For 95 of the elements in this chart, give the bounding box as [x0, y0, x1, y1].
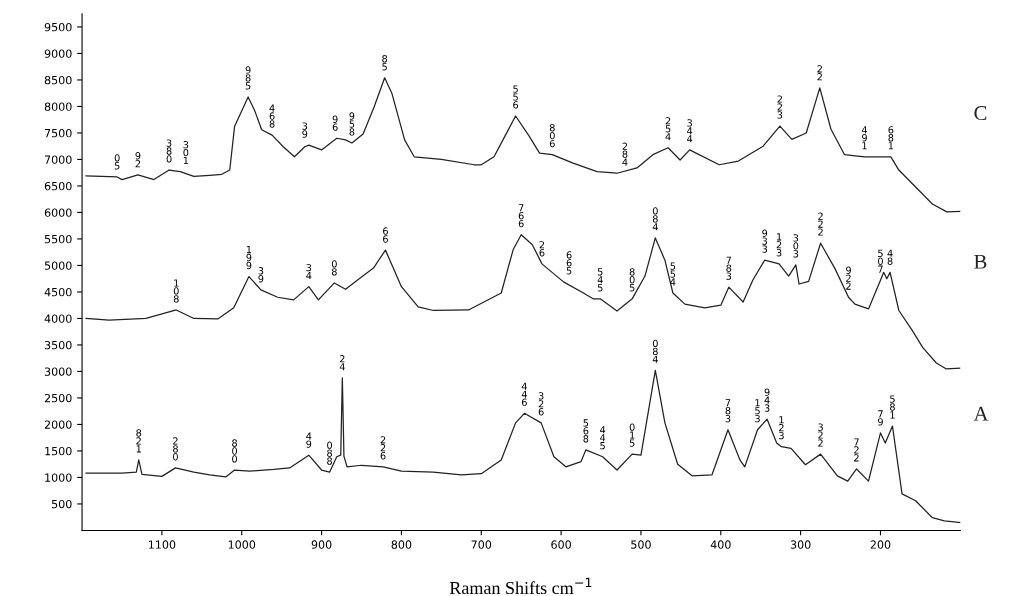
annotation: 4 8 — [887, 249, 893, 265]
annotation: 0 8 — [331, 260, 337, 276]
y-tick-label: 8500 — [44, 75, 72, 85]
y-tick-label: 5500 — [44, 234, 72, 244]
annotation: 2 5 4 — [665, 117, 671, 141]
annotation: 2 2 — [817, 65, 822, 81]
annotation: 8 0 5 — [629, 268, 635, 292]
text: C — [974, 106, 987, 121]
y-tick-label: 8000 — [44, 102, 72, 111]
annotation: 6 8 1 — [888, 126, 894, 150]
annotation: 3 0 3 — [793, 234, 799, 258]
x-tick-label: 1000 — [228, 540, 256, 549]
annotation: 1 0 8 — [173, 279, 179, 303]
annotation: 8 0 0 — [232, 439, 237, 463]
annotation: 0 8 4 — [652, 339, 658, 363]
annotation: 6 6 — [383, 227, 388, 243]
x-tick-label: 700 — [471, 540, 492, 549]
y-tick-label: 2500 — [44, 393, 72, 403]
annotation: 5 4 5 — [597, 268, 603, 292]
y-tick-label: 1000 — [45, 473, 72, 482]
annotation: 3 4 4 — [687, 119, 693, 143]
x-tick-label: 300 — [790, 540, 811, 549]
annotation: 9 6 — [332, 115, 338, 131]
annotation: 9 5 8 — [349, 112, 355, 136]
annotation: 5 5 4 — [670, 262, 676, 286]
annotation: 3 9 — [258, 267, 264, 283]
annotation: 2 2 3 — [777, 95, 783, 119]
annotation: 0 1 5 — [629, 423, 635, 447]
y-tick-label: 9500 — [44, 22, 72, 32]
annotation: 1 2 3 — [779, 416, 784, 440]
annotation: 7 8 3 — [726, 256, 732, 280]
annotation: 0 5 — [114, 154, 120, 170]
annotation: 7 2 2 — [854, 438, 859, 462]
text: A — [973, 406, 989, 421]
y-tick-label: 2000 — [44, 420, 72, 429]
x-tick-label: 200 — [870, 540, 891, 549]
annotation: 3 0 1 — [183, 140, 189, 165]
annotation: 4 9 1 — [861, 126, 868, 150]
annotation: 2 8 0 — [173, 437, 178, 461]
y-tick-label: 4500 — [44, 287, 72, 297]
annotation: 4 6 8 — [269, 104, 275, 128]
x-tick-label: 400 — [710, 540, 731, 549]
y-tick-label: 3500 — [44, 340, 72, 350]
annotation: 7 8 3 — [725, 399, 731, 423]
annotation: 7 6 6 — [518, 204, 524, 228]
annotation: 3 2 2 — [818, 423, 823, 447]
annotation: 6 6 5 — [566, 251, 572, 275]
annotation: 4 9 — [306, 432, 312, 448]
annotation: 0 8 8 — [327, 441, 333, 465]
annotation: 2 2 2 — [818, 212, 823, 236]
x-tick-label: 800 — [391, 540, 412, 549]
annotation: 0 8 4 — [652, 207, 658, 231]
y-tick-label: 7500 — [44, 128, 72, 138]
annotation: 3 2 6 — [538, 392, 544, 416]
annotation: 5 6 8 — [583, 419, 589, 443]
annotation: 9 8 5 — [245, 66, 251, 90]
y-tick-label: 7000 — [44, 155, 72, 164]
line-series — [85, 369, 961, 524]
annotation: 9 2 2 — [846, 266, 851, 290]
annotation: 9 3 3 — [762, 229, 768, 253]
annotation: 1 9 9 — [246, 246, 252, 270]
annotation: 5 5 6 — [513, 85, 519, 109]
annotation: 3 9 — [302, 122, 308, 138]
annotation: 3 4 — [306, 263, 312, 280]
annotation: 2 6 — [539, 241, 545, 257]
annotation: 5 8 1 — [890, 395, 895, 419]
y-tick-label: 6500 — [44, 181, 72, 191]
annotation: 5 0 7 — [878, 249, 883, 273]
x-tick-label: 900 — [311, 540, 332, 549]
annotation: 2 4 — [339, 355, 345, 371]
annotation: 9 4 3 — [764, 388, 770, 412]
y-tick-label: 9000 — [44, 49, 72, 58]
text: B — [974, 254, 987, 269]
annotation: 4 4 5 — [600, 426, 606, 450]
x-axis-title: Raman Shifts cm$^{−1}$ — [449, 577, 592, 595]
x-tick-label: 500 — [631, 540, 651, 549]
y-tick-label: 3000 — [44, 367, 72, 376]
y-tick-label: 500 — [51, 499, 72, 509]
y-tick-label: 5000 — [44, 261, 72, 270]
annotation: 1 2 3 — [776, 233, 782, 257]
y-tick-label: 4000 — [44, 314, 72, 323]
annotation: 7 9 — [878, 410, 883, 426]
annotation: 3 8 0 — [166, 139, 172, 163]
y-tick-label: 1500 — [45, 446, 72, 456]
annotation: 8 5 — [382, 55, 388, 71]
annotation: 8 2 1 — [136, 429, 142, 453]
y-tick-label: 6000 — [44, 208, 72, 217]
annotation: 8 0 6 — [549, 124, 555, 148]
annotation: 2 8 4 — [622, 142, 628, 166]
x-tick-label: 1100 — [148, 540, 176, 549]
x-tick-label: 600 — [551, 540, 571, 549]
annotation: 1 5 3 — [755, 399, 760, 423]
annotation: 9 2 — [135, 152, 141, 168]
annotation: 4 4 6 — [521, 382, 527, 406]
annotation: 2 2 6 — [380, 436, 386, 460]
